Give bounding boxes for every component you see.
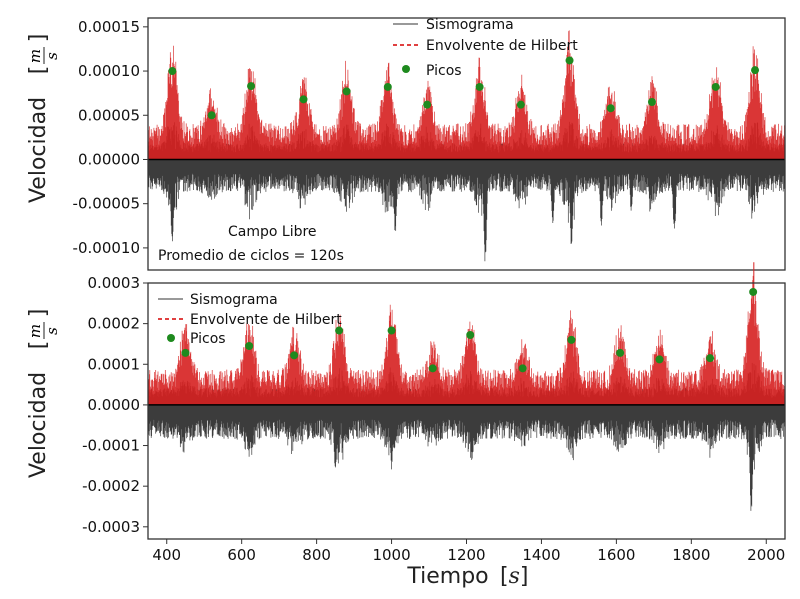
top-peak-point [711, 82, 720, 91]
bottom-y-axis-label: Velocidad [ m s ] [26, 309, 61, 478]
top-peak-point [342, 87, 351, 96]
panel-bottom: 0.0003 0.0002 0.0001 0.0000 -0.0001 -0.0002 -0… [26, 262, 786, 589]
x-axis-label: Tiempo [s] [406, 564, 528, 589]
x-label-unit-s: s [509, 564, 520, 589]
top-peak-point [606, 104, 615, 113]
xtick-label: 1000 [372, 546, 410, 564]
xtick-label: 800 [302, 546, 331, 564]
bottom-y-unit-m: m [26, 324, 44, 338]
xtick-label: 1600 [597, 546, 635, 564]
bottom-y-ticks: 0.0003 0.0002 0.0001 0.0000 -0.0001 -0.0002 -0… [82, 274, 148, 536]
top-peak-point [299, 95, 308, 104]
bottom-peak-point [655, 355, 664, 364]
xtick-label: 1200 [447, 546, 485, 564]
x-label-unit: [s] [500, 564, 528, 589]
bottom-legend-label-sismograma: Sismograma [190, 292, 278, 308]
top-legend-label-sismograma: Sismograma [426, 17, 514, 33]
bottom-peak-point [290, 351, 299, 360]
xtick-label: 400 [152, 546, 181, 564]
top-ytick-label: 0.00005 [78, 106, 140, 124]
bottom-legend-label-envolvente: Envolvente de Hilbert [190, 312, 342, 328]
top-plot-area [147, 30, 786, 262]
top-peak-point [565, 56, 574, 65]
top-legend-marker-picos [402, 65, 410, 73]
bottom-peak-point [245, 341, 254, 350]
bottom-y-label-unit-bracket-open: [ [26, 341, 51, 350]
top-y-label-unit-bracket-close: ] [26, 34, 51, 43]
bottom-ytick-label: -0.0001 [82, 437, 140, 455]
top-y-ticks: 0.00015 0.00010 0.00005 0.00000 -0.00005 -0.0… [73, 18, 148, 257]
bottom-peak-point [567, 335, 576, 344]
top-ytick-label: -0.00005 [73, 195, 140, 213]
bottom-legend: Sismograma Envolvente de Hilbert Picos [158, 292, 342, 347]
top-y-unit-s: s [43, 52, 61, 60]
bottom-peak-point [706, 354, 715, 363]
bottom-y-label-text: Velocidad [26, 372, 51, 478]
top-peak-point [751, 66, 760, 75]
bottom-plot-area [147, 262, 786, 511]
top-y-axis-label: Velocidad [ m s ] [26, 34, 61, 203]
top-ytick-label: 0.00000 [78, 150, 140, 168]
xtick-label: 1800 [672, 546, 710, 564]
annotation-promedio-ciclos: Promedio de ciclos = 120s [158, 248, 344, 264]
bottom-peak-point [181, 348, 190, 357]
bottom-peak-point [387, 326, 396, 335]
bottom-peak-point [335, 326, 344, 335]
top-peak-point [247, 82, 256, 91]
top-ytick-label: 0.00015 [78, 18, 140, 36]
top-peak-point [423, 100, 432, 109]
top-ytick-label: -0.00010 [73, 239, 140, 257]
bottom-ytick-label: -0.0003 [82, 518, 140, 536]
bottom-ytick-label: -0.0002 [82, 477, 140, 495]
top-y-label-unit-bracket-open: [ [26, 66, 51, 75]
xtick-label: 2000 [747, 546, 785, 564]
bottom-legend-label-picos: Picos [190, 331, 226, 347]
bottom-peak-point [518, 364, 527, 373]
top-peak-point [475, 82, 484, 91]
top-peak-point [516, 100, 525, 109]
x-label-text: Tiempo [406, 564, 488, 589]
top-plot-frame [147, 17, 786, 271]
bottom-peak-point [616, 348, 625, 357]
bottom-ytick-label: 0.0000 [88, 396, 141, 414]
bottom-series-envolvente-hilbert [147, 262, 786, 405]
panel-top: 0.00015 0.00010 0.00005 0.00000 -0.00005 -0.0… [26, 17, 786, 271]
top-ytick-label: 0.00010 [78, 62, 140, 80]
bottom-ytick-label: 0.0003 [88, 274, 141, 292]
xtick-label: 1400 [522, 546, 560, 564]
top-peak-point [168, 67, 177, 76]
top-y-unit-m: m [26, 49, 44, 63]
bottom-y-unit-s: s [43, 327, 61, 335]
top-legend: Sismograma Envolvente de Hilbert Picos [393, 17, 578, 79]
top-peak-point [383, 82, 392, 91]
top-peak-point [207, 111, 216, 120]
bottom-ytick-label: 0.0001 [88, 355, 141, 373]
top-legend-label-picos: Picos [426, 63, 462, 79]
bottom-peak-point [466, 331, 475, 340]
top-peak-point [647, 98, 656, 106]
annotation-campo-libre: Campo Libre [228, 224, 317, 240]
top-y-label-text: Velocidad [26, 97, 51, 203]
bottom-peak-point [749, 287, 758, 296]
bottom-legend-marker-picos [167, 334, 175, 342]
xtick-label: 600 [227, 546, 256, 564]
bottom-peak-point [428, 364, 437, 373]
top-legend-label-envolvente: Envolvente de Hilbert [426, 38, 578, 54]
bottom-y-label-unit-bracket-close: ] [26, 309, 51, 318]
bottom-x-ticks: 400 600 800 1000 1200 1400 1600 1800 2000 [152, 539, 785, 564]
bottom-ytick-label: 0.0002 [88, 315, 141, 333]
